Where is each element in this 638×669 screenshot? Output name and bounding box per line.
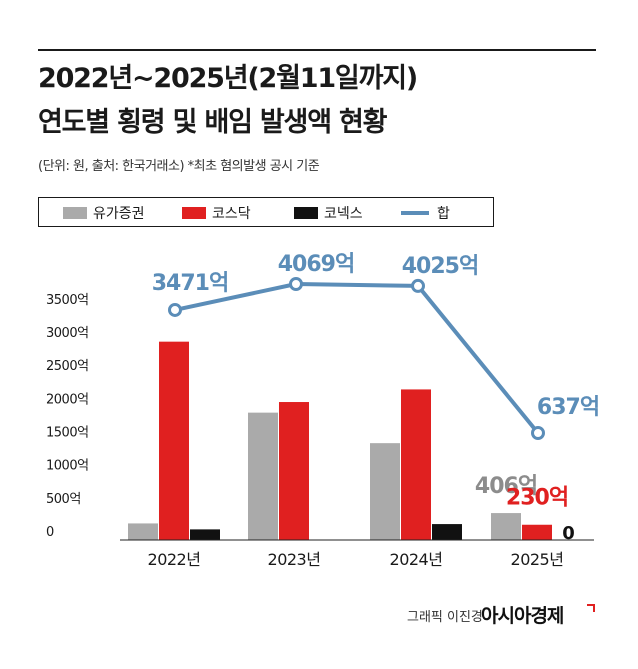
y-tick-label: 3000억 <box>46 326 89 341</box>
chart-title-line1: 2022년~2025년(2월11일까지) <box>38 63 418 94</box>
bar <box>401 389 431 540</box>
bar <box>279 402 309 540</box>
legend-item-total: 합 <box>401 203 450 223</box>
legend-item-kospi: 유가증권 <box>63 203 145 223</box>
legend-swatch-black <box>294 207 318 219</box>
legend-label: 유가증권 <box>93 206 145 222</box>
total-point <box>289 277 303 291</box>
top-rule <box>38 49 596 51</box>
legend-label: 코스닥 <box>212 206 251 222</box>
bar-data-label: 230억 <box>506 486 568 511</box>
bar <box>190 529 220 540</box>
x-tick-label: 2024년 <box>390 550 443 569</box>
bar <box>159 341 189 540</box>
total-point <box>411 278 425 293</box>
bar-data-label: 406억 <box>475 474 537 499</box>
y-tick-label: 1000억 <box>46 459 89 474</box>
bar <box>128 523 158 540</box>
legend-line-swatch <box>401 211 429 215</box>
total-point <box>168 302 182 317</box>
x-tick-label: 2025년 <box>511 550 564 569</box>
chart-title-line2: 연도별 횡령 및 배임 발생액 현황 <box>38 107 388 138</box>
legend-item-konex: 코넥스 <box>294 203 363 223</box>
brand-logo: 아시아경제 <box>481 605 564 627</box>
legend-label: 합 <box>437 206 450 222</box>
graphic-credit: 그래픽 이진경 <box>407 610 483 625</box>
bar <box>248 412 278 540</box>
bar <box>522 524 552 540</box>
total-data-label: 637억 <box>537 395 599 420</box>
y-tick-label: 3500억 <box>46 293 89 308</box>
total-point <box>531 426 545 440</box>
legend-swatch-red <box>182 207 206 219</box>
bar <box>432 524 462 540</box>
bar-data-label: 0 <box>562 523 574 544</box>
y-tick-label: 1500억 <box>46 426 89 441</box>
y-tick-label: 2000억 <box>46 392 89 407</box>
total-line <box>174 282 540 435</box>
legend-item-kosdaq: 코스닥 <box>182 203 251 223</box>
legend: 유가증권 코스닥 코넥스 합 <box>38 197 494 227</box>
total-data-label: 4025억 <box>402 254 478 279</box>
x-tick-label: 2023년 <box>268 550 321 569</box>
legend-swatch-gray <box>63 207 87 219</box>
bar <box>370 443 400 540</box>
brand-mark-icon <box>587 604 595 612</box>
total-data-label: 3471억 <box>152 271 228 296</box>
y-tick-label: 500억 <box>46 492 81 507</box>
y-tick-label: 0 <box>46 525 54 540</box>
source-note: (단위: 원, 출처: 한국거래소) *최초 혐의발생 공시 기준 <box>38 159 320 174</box>
legend-label: 코넥스 <box>324 206 363 222</box>
y-tick-label: 2500억 <box>46 359 89 374</box>
bar <box>491 513 521 540</box>
x-tick-label: 2022년 <box>148 550 201 569</box>
total-data-label: 4069억 <box>278 252 354 277</box>
